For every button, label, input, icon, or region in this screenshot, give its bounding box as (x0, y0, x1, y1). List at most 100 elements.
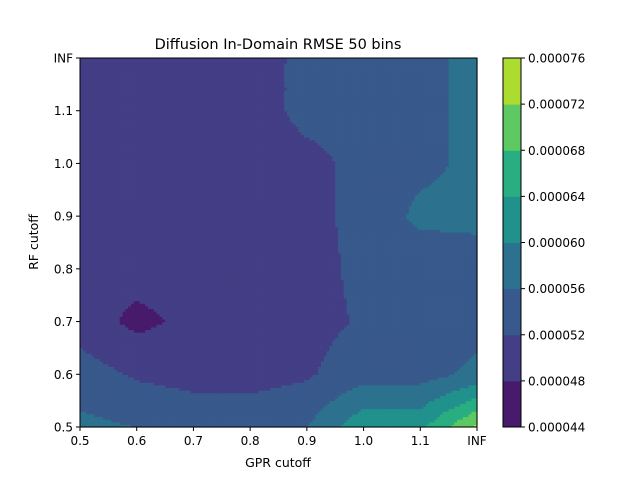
contour-cell (116, 102, 121, 107)
contour-cell (82, 58, 87, 62)
contour-cell (116, 395, 121, 399)
contour-cell (145, 295, 149, 299)
contour-cell (190, 284, 195, 288)
contour-cell (128, 197, 132, 201)
contour-cell (102, 102, 107, 107)
contour-cell (85, 337, 90, 341)
contour-cell (88, 71, 92, 75)
contour-cell (80, 158, 84, 162)
contour-cell (114, 279, 118, 283)
contour-cell (128, 411, 132, 415)
contour-cell (80, 176, 84, 180)
contour-cell (80, 118, 84, 122)
contour-cell (167, 355, 172, 360)
contour-cell (85, 126, 90, 130)
contour-cell (116, 242, 121, 246)
contour-cell (82, 176, 87, 180)
contour-cell (111, 371, 115, 375)
contour-cell (97, 86, 101, 91)
contour-cell (82, 266, 87, 270)
contour-cell (122, 179, 126, 183)
contour-cell (142, 387, 146, 391)
contour-cell (133, 390, 138, 394)
contour-cell (133, 234, 138, 238)
contour-cell (114, 289, 118, 294)
contour-cell (88, 292, 92, 296)
contour-cell (82, 308, 87, 312)
contour-cell (148, 287, 152, 291)
contour-cell (114, 110, 118, 114)
contour-cell (179, 326, 183, 331)
contour-cell (105, 355, 109, 360)
contour-cell (99, 231, 104, 236)
contour-cell (148, 376, 152, 381)
contour-cell (102, 405, 107, 410)
contour-cell (108, 390, 112, 394)
contour-cell (122, 76, 126, 80)
contour-cell (122, 260, 126, 265)
contour-cell (80, 152, 84, 157)
contour-cell (119, 250, 124, 254)
contour-cell (85, 371, 90, 375)
contour-cell (167, 282, 172, 286)
contour-cell (190, 271, 195, 275)
contour-cell (131, 384, 135, 389)
contour-cell (85, 326, 90, 331)
contour-cell (156, 424, 160, 428)
contour-cell (119, 237, 124, 241)
contour-cell (125, 73, 129, 78)
contour-cell (165, 321, 169, 325)
contour-cell (119, 353, 124, 357)
contour-cell (94, 274, 98, 278)
contour-cell (102, 152, 107, 157)
contour-cell (133, 152, 138, 157)
contour-cell (170, 276, 175, 280)
contour-cell (182, 305, 186, 309)
contour-cell (116, 160, 121, 165)
contour-cell (142, 347, 146, 352)
contour-cell (99, 208, 104, 212)
contour-cell (128, 390, 132, 394)
contour-cell (91, 266, 95, 270)
contour-cell (82, 345, 87, 349)
contour-cell (153, 416, 158, 420)
contour-cell (119, 321, 124, 325)
contour-cell (91, 263, 95, 267)
contour-cell (88, 144, 92, 149)
contour-cell (88, 392, 92, 396)
contour-cell (105, 392, 109, 396)
contour-cell (102, 237, 107, 241)
contour-cell (82, 347, 87, 352)
contour-cell (133, 313, 138, 317)
contour-cell (156, 345, 160, 349)
contour-cell (82, 171, 87, 175)
contour-cell (139, 334, 143, 338)
contour-cell (170, 395, 175, 399)
contour-cell (122, 84, 126, 88)
contour-cell (182, 376, 186, 381)
contour-cell (131, 342, 135, 346)
contour-cell (128, 413, 132, 418)
contour-cell (133, 303, 138, 307)
contour-cell (122, 308, 126, 312)
contour-cell (119, 303, 124, 307)
contour-cell (97, 413, 101, 418)
contour-cell (122, 316, 126, 320)
contour-cell (153, 337, 158, 341)
contour-cell (97, 345, 101, 349)
contour-cell (88, 168, 92, 172)
contour-cell (187, 308, 192, 312)
contour-cell (108, 347, 112, 352)
contour-cell (94, 142, 98, 146)
contour-cell (148, 311, 152, 315)
contour-cell (80, 289, 84, 294)
contour-cell (82, 300, 87, 304)
contour-cell (105, 163, 109, 167)
contour-cell (122, 303, 126, 307)
contour-cell (116, 200, 121, 204)
contour-cell (85, 345, 90, 349)
contour-cell (94, 152, 98, 157)
contour-cell (94, 413, 98, 418)
contour-cell (99, 86, 104, 91)
contour-cell (145, 292, 149, 296)
